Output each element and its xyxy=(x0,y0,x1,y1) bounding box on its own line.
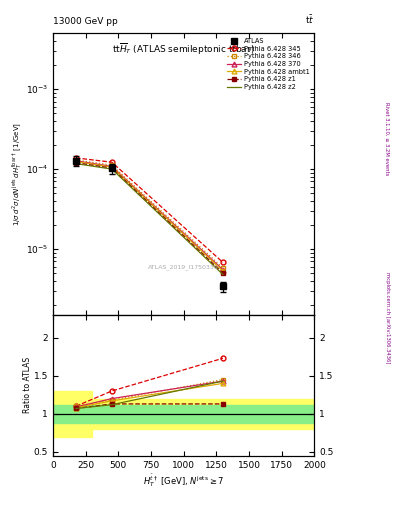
Bar xyxy=(53,404,314,423)
Y-axis label: $1/\sigma\, d^2\sigma /\, dN^{\mathrm{jets}}\, d H_T^{\mathrm{tbar}\dagger}$ [1/: $1/\sigma\, d^2\sigma /\, dN^{\mathrm{je… xyxy=(11,122,24,226)
Text: 13000 GeV pp: 13000 GeV pp xyxy=(53,16,118,26)
Legend: ATLAS, Pythia 6.428 345, Pythia 6.428 346, Pythia 6.428 370, Pythia 6.428 ambt1,: ATLAS, Pythia 6.428 345, Pythia 6.428 34… xyxy=(224,35,312,93)
Text: Rivet 3.1.10, ≥ 3.2M events: Rivet 3.1.10, ≥ 3.2M events xyxy=(385,101,389,175)
Text: ATLAS_2019_I1750330: ATLAS_2019_I1750330 xyxy=(148,264,219,270)
X-axis label: $H_T^{\bar{t}\dagger}$ [GeV], $N^{\mathrm{jets}} \geq 7$: $H_T^{\bar{t}\dagger}$ [GeV], $N^{\mathr… xyxy=(143,472,224,489)
Bar xyxy=(53,399,314,429)
Text: t$\bar{t}$: t$\bar{t}$ xyxy=(305,13,314,26)
Y-axis label: Ratio to ATLAS: Ratio to ATLAS xyxy=(24,357,33,413)
Text: tt$\overline{H}_T$ (ATLAS semileptonic t$\bar{t}$bar): tt$\overline{H}_T$ (ATLAS semileptonic t… xyxy=(112,42,255,57)
Text: mcplots.cern.ch [arXiv:1306.3436]: mcplots.cern.ch [arXiv:1306.3436] xyxy=(385,272,389,363)
